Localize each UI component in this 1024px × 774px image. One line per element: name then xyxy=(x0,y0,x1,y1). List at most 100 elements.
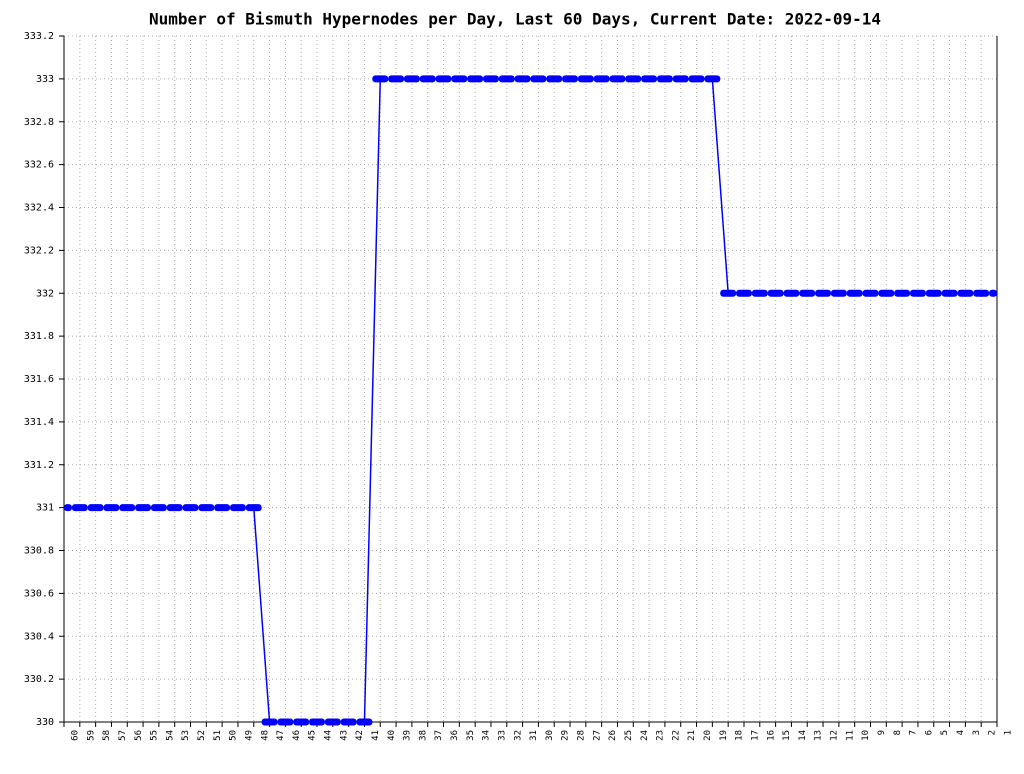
x-tick-label: 9 xyxy=(877,730,887,735)
y-tick-label: 332 xyxy=(36,288,54,299)
x-tick-label: 12 xyxy=(830,730,840,741)
data-point xyxy=(356,718,373,726)
x-tick-label: 57 xyxy=(118,730,128,741)
data-point xyxy=(451,75,468,83)
data-point xyxy=(862,289,879,297)
x-tick-label: 2 xyxy=(988,730,998,735)
x-tick-label: 1 xyxy=(1004,730,1014,735)
x-tick-label: 41 xyxy=(371,730,381,741)
x-tick-label: 55 xyxy=(150,730,160,741)
x-tick-label: 46 xyxy=(292,730,302,741)
x-tick-label: 13 xyxy=(814,730,824,741)
data-point xyxy=(894,289,911,297)
data-point xyxy=(166,504,183,512)
x-tick-label: 18 xyxy=(735,730,745,741)
data-point xyxy=(657,75,673,83)
data-point xyxy=(562,75,578,83)
x-tick-label: 30 xyxy=(545,730,555,741)
data-point xyxy=(783,289,800,297)
x-tick-label: 31 xyxy=(529,730,539,741)
x-tick-label: 50 xyxy=(229,730,239,741)
y-tick-label: 332.6 xyxy=(24,160,54,171)
data-point xyxy=(388,75,404,83)
data-point xyxy=(230,504,246,512)
x-tick-label: 24 xyxy=(640,730,650,741)
data-point xyxy=(467,75,484,83)
data-point xyxy=(419,75,436,83)
x-tick-label: 54 xyxy=(165,730,175,741)
data-point xyxy=(514,75,531,83)
x-tick-label: 52 xyxy=(197,730,207,741)
data-point xyxy=(498,75,515,83)
data-point xyxy=(435,75,452,83)
x-tick-label: 7 xyxy=(909,730,919,735)
x-tick-label: 29 xyxy=(561,730,571,741)
x-tick-label: 38 xyxy=(418,730,428,741)
data-point xyxy=(293,718,310,726)
data-point xyxy=(625,75,642,83)
data-point xyxy=(799,289,816,297)
y-tick-label: 331 xyxy=(36,503,54,514)
data-point xyxy=(815,289,831,297)
x-tick-label: 11 xyxy=(845,730,855,741)
y-tick-label: 333.2 xyxy=(24,31,54,42)
x-tick-label: 43 xyxy=(339,730,349,741)
y-tick-label: 330.6 xyxy=(24,588,54,599)
y-tick-label: 331.2 xyxy=(24,460,54,471)
data-point xyxy=(989,289,997,297)
data-point xyxy=(277,718,294,726)
x-tick-label: 23 xyxy=(656,730,666,741)
data-point xyxy=(261,718,278,726)
data-point xyxy=(245,504,262,512)
y-tick-label: 332.8 xyxy=(24,117,54,128)
data-point xyxy=(483,75,499,83)
x-tick-label: 27 xyxy=(592,730,602,741)
x-tick-label: 40 xyxy=(387,730,397,741)
x-tick-label: 53 xyxy=(181,730,191,741)
data-point xyxy=(973,289,990,297)
x-tick-label: 6 xyxy=(924,730,934,735)
x-tick-label: 22 xyxy=(671,730,681,741)
data-point xyxy=(119,504,136,512)
x-tick-label: 45 xyxy=(308,730,318,741)
data-point xyxy=(846,289,863,297)
data-point xyxy=(214,504,231,512)
x-tick-label: 47 xyxy=(276,730,286,741)
x-tick-label: 49 xyxy=(244,730,254,741)
x-tick-label: 14 xyxy=(798,730,808,741)
data-point xyxy=(546,75,563,83)
x-tick-label: 8 xyxy=(893,730,903,735)
data-point xyxy=(767,289,784,297)
data-point xyxy=(87,504,104,512)
data-point xyxy=(910,289,926,297)
data-point xyxy=(720,289,737,297)
y-tick-label: 332.4 xyxy=(24,203,54,214)
x-tick-label: 4 xyxy=(956,730,966,735)
data-point xyxy=(64,504,72,512)
x-tick-label: 15 xyxy=(782,730,792,741)
y-tick-label: 330 xyxy=(36,717,54,728)
x-tick-label: 37 xyxy=(434,730,444,741)
data-point xyxy=(593,75,610,83)
data-point xyxy=(641,75,658,83)
y-tick-label: 331.8 xyxy=(24,331,54,342)
x-tick-label: 19 xyxy=(719,730,729,741)
data-point xyxy=(577,75,594,83)
data-point xyxy=(198,504,215,512)
data-point xyxy=(372,75,389,83)
x-tick-label: 48 xyxy=(260,730,270,741)
y-tick-label: 330.4 xyxy=(24,631,54,642)
x-tick-label: 34 xyxy=(482,730,492,741)
x-tick-label: 17 xyxy=(750,730,760,741)
data-point xyxy=(609,75,626,83)
data-point xyxy=(182,504,199,512)
x-tick-label: 35 xyxy=(466,730,476,741)
data-point xyxy=(530,75,547,83)
x-tick-label: 39 xyxy=(403,730,413,741)
data-point xyxy=(957,289,974,297)
data-point xyxy=(688,75,705,83)
y-tick-label: 330.8 xyxy=(24,546,54,557)
data-point xyxy=(103,504,120,512)
data-point xyxy=(340,718,357,726)
